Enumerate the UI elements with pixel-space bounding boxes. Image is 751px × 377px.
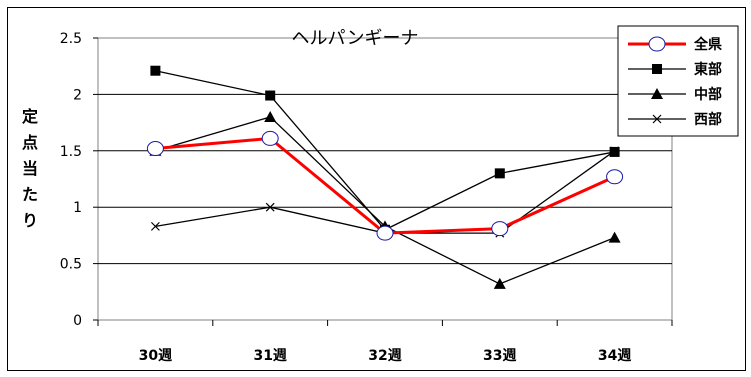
legend-marker xyxy=(648,36,666,52)
x-tick-label: 34週 xyxy=(598,348,631,364)
data-point xyxy=(150,65,161,76)
legend-label: 中部 xyxy=(694,86,722,103)
x-tick-label: 32週 xyxy=(368,348,401,364)
y-axis-label-char: り xyxy=(22,211,38,230)
legend-label: 全県 xyxy=(693,36,722,53)
data-point xyxy=(609,146,620,157)
y-tick-label: 1 xyxy=(73,200,82,216)
data-point xyxy=(150,221,160,231)
y-tick-label: 2 xyxy=(73,87,82,103)
data-point xyxy=(494,168,505,179)
data-point xyxy=(146,141,164,157)
y-tick-label: 1.5 xyxy=(60,144,82,160)
legend-marker xyxy=(651,88,663,99)
y-tick-label: 2.5 xyxy=(60,31,82,47)
legend-label: 西部 xyxy=(694,111,722,128)
data-point xyxy=(265,202,275,212)
y-axis-label-char: た xyxy=(22,185,38,204)
legend-marker xyxy=(652,114,662,124)
y-axis-label-char: 当 xyxy=(22,159,38,178)
data-point xyxy=(606,169,624,185)
y-tick-label: 0.5 xyxy=(60,257,82,273)
data-point xyxy=(493,277,506,289)
data-point xyxy=(608,231,621,243)
x-tick-label: 30週 xyxy=(139,348,172,364)
y-axis-label-char: 定 xyxy=(21,107,38,126)
data-point xyxy=(264,110,277,122)
data-point xyxy=(610,146,620,156)
data-point xyxy=(265,90,276,101)
chart-title: ヘルパンギーナ xyxy=(292,28,419,49)
x-tick-label: 31週 xyxy=(253,348,286,364)
plot-area xyxy=(97,37,673,321)
data-point xyxy=(261,130,279,146)
legend-label: 東部 xyxy=(694,61,722,78)
x-tick-label: 33週 xyxy=(483,348,516,364)
data-point xyxy=(376,225,394,241)
y-tick-label: 0 xyxy=(73,313,82,329)
y-axis-label-char: 点 xyxy=(22,133,38,152)
data-point xyxy=(491,221,509,237)
legend-marker xyxy=(652,64,662,74)
